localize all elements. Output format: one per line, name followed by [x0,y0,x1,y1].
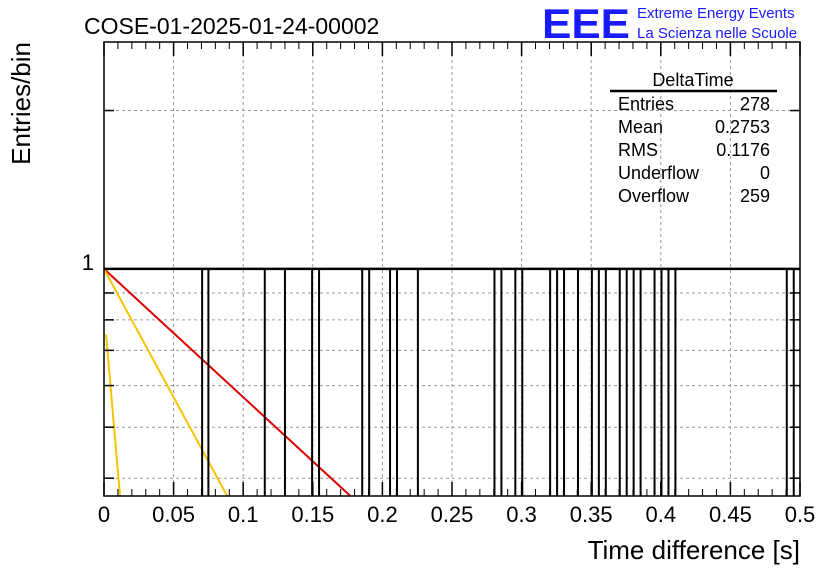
x-tick-label: 0.1 [228,502,259,527]
x-tick-labels: 0 0.05 0.1 0.15 0.2 0.25 0.3 0.35 0.4 0.45 0.5 [98,502,815,527]
axis-ticks [103,42,801,496]
y-tick-label-1: 1 [82,250,94,275]
eee-logo-mark: EEE [542,0,630,47]
x-tick-label: 0.5 [785,502,816,527]
x-tick-label: 0.35 [570,502,613,527]
x-tick-label: 0 [98,502,110,527]
x-tick-label: 0.4 [646,502,677,527]
stats-value-mean: 0.2753 [715,117,770,137]
histogram [104,267,800,496]
x-axis-title: Time difference [s] [588,535,800,565]
stats-label-underflow: Underflow [618,163,700,183]
stats-label-entries: Entries [618,94,674,114]
stats-label-overflow: Overflow [618,186,690,206]
stats-label-mean: Mean [618,117,663,137]
stats-box: DeltaTime Entries 278 Mean 0.2753 RMS 0.… [610,70,777,206]
x-tick-label: 0.05 [152,502,195,527]
x-tick-label: 0.25 [431,502,474,527]
stats-value-rms: 0.1176 [716,140,770,160]
stats-title: DeltaTime [652,70,733,90]
run-title: COSE-01-2025-01-24-00002 [84,13,379,39]
fit-curve-red-0 [103,268,352,497]
fit-curves [103,268,352,497]
stats-label-rms: RMS [618,140,658,160]
x-tick-label: 0.2 [367,502,398,527]
eee-logo-line-1: Extreme Energy Events [637,5,795,22]
fit-curve-yellow-1 [103,268,229,497]
x-tick-label: 0.45 [709,502,752,527]
eee-logo-line-2: La Scienza nelle Scuole [637,25,797,42]
y-axis-title: Entries/bin [6,42,36,165]
fit-curve-yellow-2 [105,334,122,497]
x-tick-label: 0.15 [291,502,334,527]
stats-value-entries: 278 [740,94,770,114]
eee-logo: EEE Extreme Energy Events La Scienza nel… [542,0,797,47]
stats-value-overflow: 259 [740,186,770,206]
x-tick-label: 0.3 [506,502,537,527]
stats-value-underflow: 0 [760,163,770,183]
